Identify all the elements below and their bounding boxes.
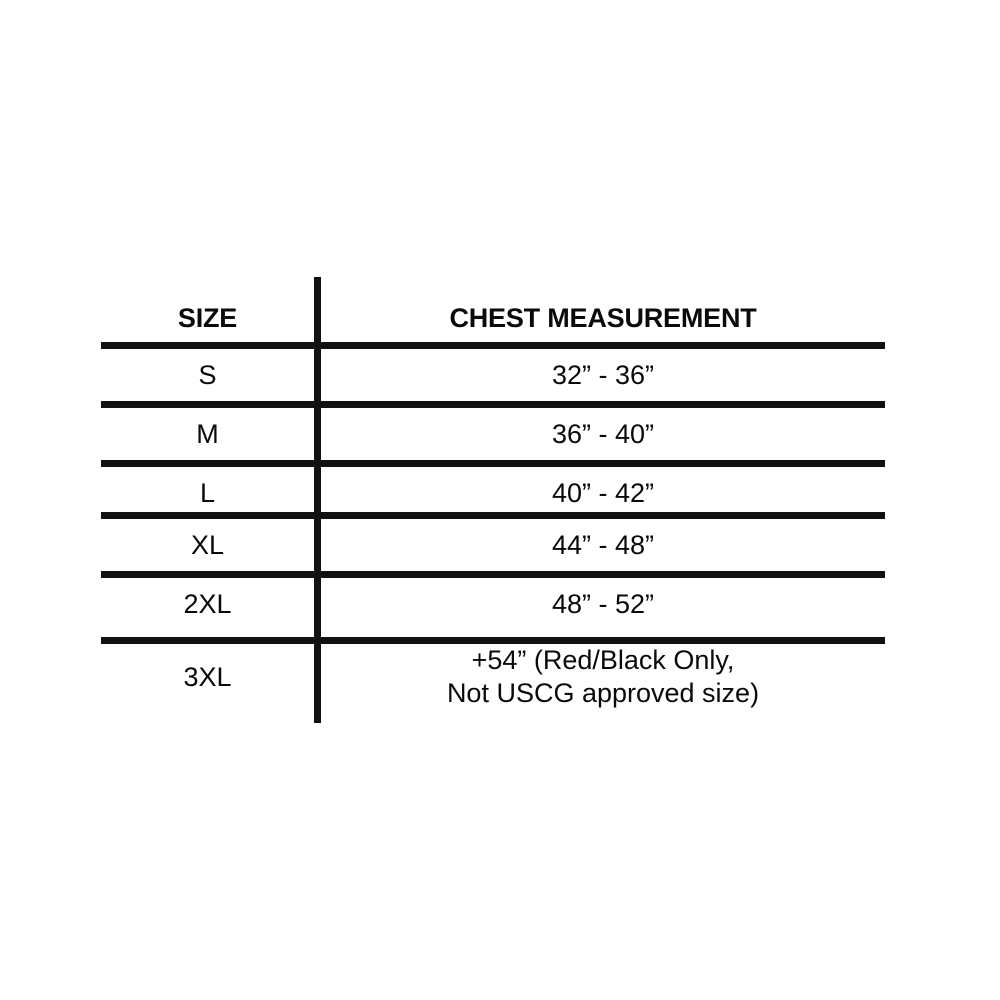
row-rule-4 (101, 571, 885, 578)
row-rule-2 (101, 460, 885, 467)
cell-chest-measurement: 32” - 36” (551, 359, 655, 390)
cell-size: L (199, 477, 216, 508)
cell-chest-measurement: 40” - 42” (551, 477, 655, 508)
cell-size: 3XL (183, 661, 232, 692)
cell-size: M (196, 418, 219, 449)
column-header-size: SIZE (177, 302, 238, 333)
cell-chest-measurement: 48” - 52” (551, 588, 655, 619)
cell-chest-measurement: +54” (Red/Black Only, Not USCG approved … (321, 644, 885, 710)
row-rule-3 (101, 512, 885, 519)
row-rule-5 (101, 637, 885, 644)
cell-size: 2XL (183, 588, 232, 619)
cell-chest-measurement: 36” - 40” (551, 418, 655, 449)
column-divider (314, 277, 321, 723)
size-chart-table: SIZE CHEST MEASUREMENT S 32” - 36” M 36”… (101, 270, 885, 730)
header-rule (101, 342, 885, 349)
cell-size: XL (190, 529, 225, 560)
cell-chest-measurement: 44” - 48” (551, 529, 655, 560)
cell-chest-measurement-text: +54” (Red/Black Only, Not USCG approved … (446, 645, 760, 708)
cell-size: S (198, 359, 217, 390)
row-rule-1 (101, 401, 885, 408)
column-header-chest-measurement: CHEST MEASUREMENT (449, 302, 757, 333)
